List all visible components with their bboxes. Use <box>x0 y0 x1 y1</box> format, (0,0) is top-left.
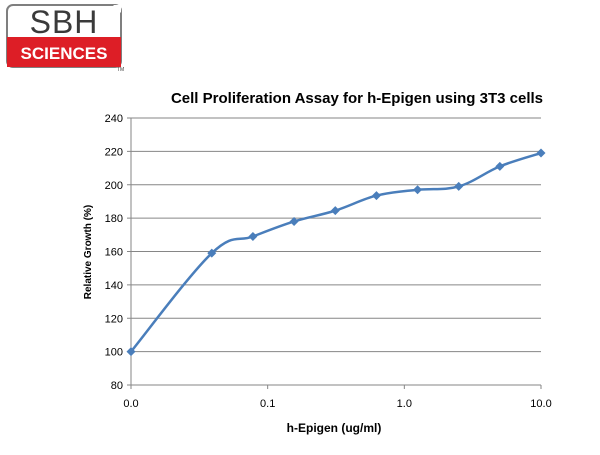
x-axis-label: h-Epigen (ug/ml) <box>287 421 382 435</box>
logo-top-text: SBH <box>30 4 99 40</box>
y-tick-label: 120 <box>105 313 123 325</box>
data-point-marker <box>371 191 381 201</box>
y-tick-label: 180 <box>105 213 123 225</box>
y-axis-label: Relative Growth (%) <box>83 205 94 299</box>
sbh-sciences-logo: SBH SCIENCES TM <box>6 4 124 73</box>
y-tick-label: 240 <box>105 113 123 125</box>
data-point-marker <box>330 206 340 216</box>
logo-corner-notch <box>113 5 121 13</box>
y-tick-label: 160 <box>105 247 123 259</box>
x-tick-labels: 0.0 0.1 1.0 10.0 <box>123 398 551 410</box>
x-tick-label: 10.0 <box>530 398 551 410</box>
logo-red-band <box>7 37 121 67</box>
data-point-marker <box>289 216 299 226</box>
logo-bottom-text: SCIENCES <box>21 44 108 63</box>
data-point-marker <box>207 248 217 258</box>
chart-title: Cell Proliferation Assay for h-Epigen us… <box>171 90 543 107</box>
x-tick-label: 0.1 <box>260 398 275 410</box>
y-tick-label: 220 <box>105 146 123 158</box>
data-markers <box>126 148 546 357</box>
data-point-marker <box>413 185 423 195</box>
data-point-marker <box>454 181 464 191</box>
y-tick-label: 140 <box>105 280 123 292</box>
y-tick-label: 200 <box>105 180 123 192</box>
grid-lines <box>127 117 542 389</box>
x-tick-label: 1.0 <box>397 398 412 410</box>
data-point-marker <box>248 231 258 241</box>
series-line <box>129 151 543 353</box>
y-tick-labels: 80 100 120 140 160 180 200 220 240 <box>105 113 123 392</box>
x-tick-label: 0.0 <box>123 398 138 410</box>
data-point-marker <box>495 161 505 171</box>
y-tick-label: 80 <box>111 380 123 392</box>
data-point-marker <box>536 148 546 158</box>
logo-trademark: TM <box>117 67 124 73</box>
data-point-marker <box>126 347 136 357</box>
y-tick-label: 100 <box>105 347 123 359</box>
